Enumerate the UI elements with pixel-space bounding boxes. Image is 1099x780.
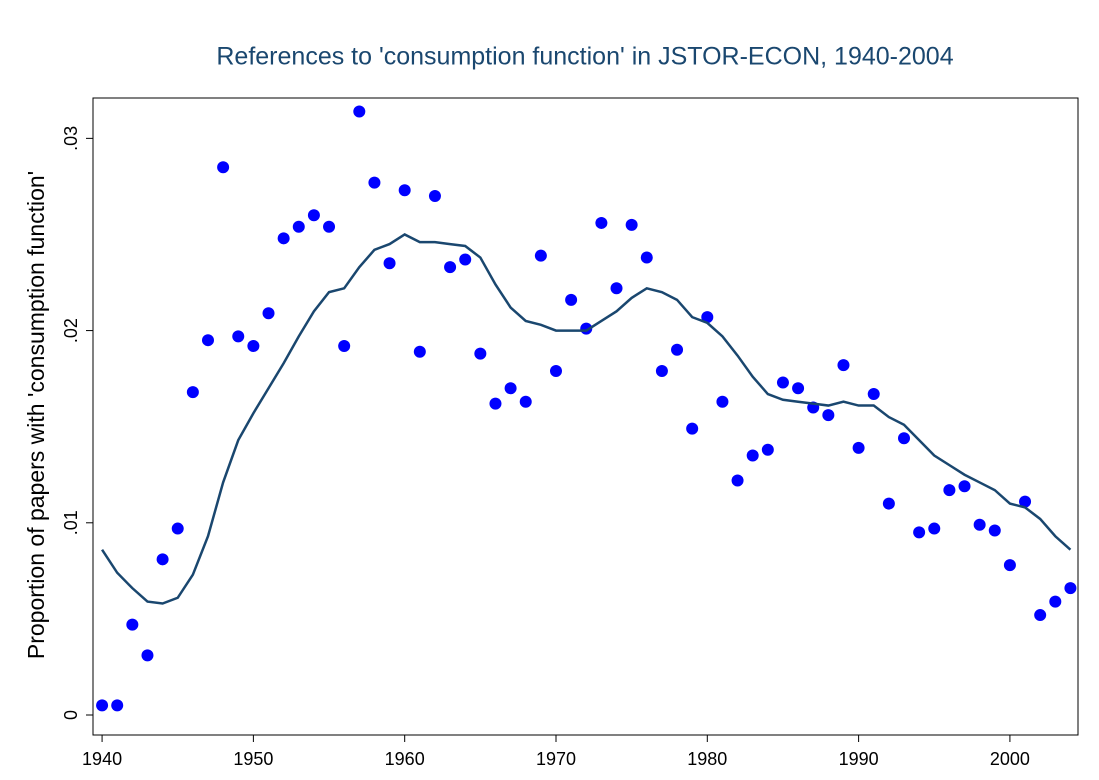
point	[897, 432, 910, 445]
point	[671, 343, 684, 356]
point	[307, 209, 320, 222]
point	[852, 441, 865, 454]
point	[353, 105, 366, 118]
y-tick-label: .01	[61, 510, 81, 535]
point	[716, 395, 729, 408]
point	[428, 190, 441, 203]
point	[201, 334, 214, 347]
point	[186, 386, 199, 399]
point	[459, 253, 472, 266]
point	[822, 409, 835, 422]
point	[519, 395, 532, 408]
point	[988, 524, 1001, 537]
point	[141, 649, 154, 662]
point	[761, 443, 774, 456]
point	[277, 232, 290, 245]
y-tick-label: .02	[61, 318, 81, 343]
point	[746, 449, 759, 462]
point	[1064, 582, 1077, 595]
y-axis-label: Proportion of papers with 'consumption f…	[23, 171, 49, 659]
x-tick-label: 1970	[536, 749, 576, 769]
point	[534, 249, 547, 262]
point	[549, 364, 562, 377]
point	[171, 522, 184, 535]
point	[323, 220, 336, 233]
point	[1049, 595, 1062, 608]
point	[338, 339, 351, 352]
point	[640, 251, 653, 264]
point	[126, 618, 139, 631]
point	[565, 293, 578, 306]
smooth-line	[101, 233, 1072, 605]
x-tick-label: 1940	[82, 749, 122, 769]
point	[247, 339, 260, 352]
point	[792, 382, 805, 395]
point	[1003, 559, 1016, 572]
point	[262, 307, 275, 320]
point	[413, 345, 426, 358]
point	[973, 518, 986, 531]
point	[232, 330, 245, 343]
y-tick-label: .03	[61, 126, 81, 151]
point	[292, 220, 305, 233]
point	[96, 699, 109, 712]
y-tick-label: 0	[61, 710, 81, 720]
x-tick-label: 1980	[687, 749, 727, 769]
point	[504, 382, 517, 395]
point	[958, 480, 971, 493]
point	[111, 699, 124, 712]
point	[595, 216, 608, 229]
chart-title: References to 'consumption function' in …	[216, 43, 953, 71]
plot-frame	[92, 97, 1079, 736]
point	[625, 218, 638, 231]
point	[943, 484, 956, 497]
point	[1019, 495, 1032, 508]
point	[383, 257, 396, 270]
point	[444, 261, 457, 274]
point	[610, 282, 623, 295]
point	[867, 388, 880, 401]
x-tick-label: 1990	[839, 749, 879, 769]
point	[701, 311, 714, 324]
point	[156, 553, 169, 566]
x-tick-label: 1960	[385, 749, 425, 769]
point	[398, 184, 411, 197]
point	[489, 397, 502, 410]
point	[837, 359, 850, 372]
point	[368, 176, 381, 189]
point	[474, 347, 487, 360]
point	[655, 364, 668, 377]
point	[686, 422, 699, 435]
point	[882, 497, 895, 510]
point	[1034, 609, 1047, 622]
point	[217, 161, 230, 174]
point	[731, 474, 744, 487]
x-tick-label: 2000	[990, 749, 1030, 769]
point	[928, 522, 941, 535]
point	[913, 526, 926, 539]
point	[776, 376, 789, 389]
x-tick-label: 1950	[233, 749, 273, 769]
